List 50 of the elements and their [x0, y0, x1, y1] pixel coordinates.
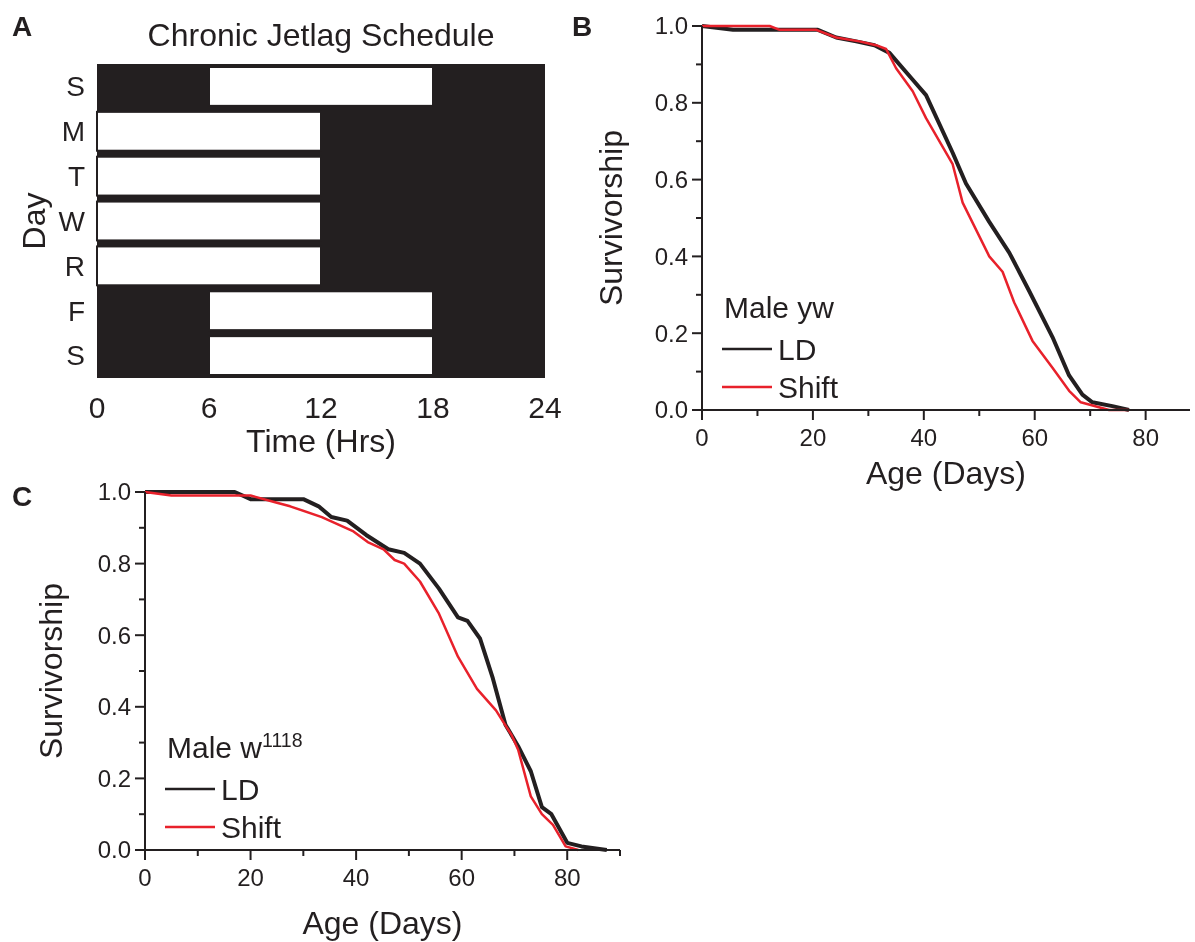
x-tick-label: 20 [237, 864, 264, 891]
y-tick-label: 0.2 [654, 319, 688, 347]
x-tick-label: 80 [553, 864, 581, 891]
x-tick-label: 20 [799, 424, 827, 451]
y-tick-label: F [67, 295, 85, 327]
y-tick-label: W [58, 205, 86, 237]
y-tick-label: S [66, 340, 85, 372]
y-tick-label: T [67, 160, 85, 192]
y-tick-label: R [64, 250, 85, 282]
text: B [572, 11, 593, 42]
x-tick-label: 60 [448, 864, 476, 891]
y-tick-label: S [66, 71, 85, 103]
y-tick-label: 1.0 [97, 478, 131, 506]
chart-title: Chronic Jetlag Schedule [147, 17, 495, 53]
x-tick-label: 80 [1132, 424, 1159, 451]
y-tick-label: 0.8 [654, 89, 688, 117]
legend-label: LD [778, 332, 817, 366]
x-tick-label: 40 [342, 864, 370, 891]
x-tick-label: 24 [528, 391, 562, 424]
text: A [12, 11, 33, 42]
x-tick-label: 0 [138, 864, 152, 891]
y-tick-label: 0.0 [654, 396, 688, 424]
y-tick-label: 0.0 [97, 836, 131, 864]
text: C [12, 481, 33, 512]
legend-label: Shift [221, 810, 282, 844]
y-axis-title: Day [16, 192, 52, 250]
y-tick-label: 0.4 [654, 242, 688, 270]
y-tick-label: 0.4 [97, 693, 131, 721]
legend-label: LD [221, 772, 260, 806]
x-tick-label: 12 [304, 391, 338, 424]
y-tick-label: 0.6 [654, 166, 688, 193]
x-tick-label: 6 [200, 391, 218, 424]
y-tick-label: M [61, 116, 85, 148]
x-axis-title: Age (Days) [865, 455, 1027, 491]
y-tick-label: 1.0 [654, 12, 688, 40]
x-axis-title: Age (Days) [302, 905, 463, 941]
y-tick-label: 0.8 [97, 550, 131, 577]
x-tick-label: 40 [910, 424, 938, 451]
x-tick-label: 60 [1021, 424, 1049, 451]
legend-title: Male w$^{1118}$ [167, 729, 303, 764]
y-axis-title: Survivorship [33, 582, 69, 760]
y-tick-label: 0.2 [97, 764, 131, 792]
legend-label: Shift [778, 370, 839, 404]
y-axis-title: Survivorship [593, 129, 629, 307]
x-tick-label: 0 [695, 424, 709, 451]
legend-title: Male yw [724, 291, 835, 324]
x-tick-label: 18 [416, 391, 450, 424]
x-axis-title: Time (Hrs) [246, 423, 396, 459]
y-tick-label: 0.6 [97, 621, 131, 649]
x-tick-label: 0 [88, 391, 106, 424]
